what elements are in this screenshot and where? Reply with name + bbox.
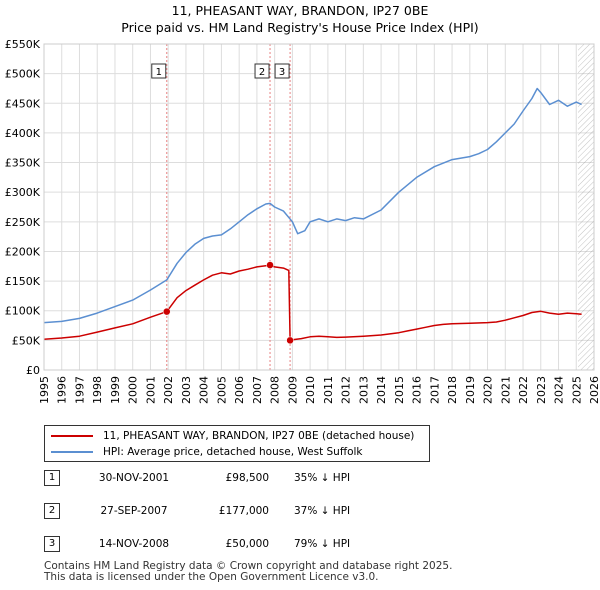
y-tick-label: £350K bbox=[5, 157, 41, 170]
sale-marker-badges: 1 2 3 bbox=[151, 63, 290, 79]
sale-points bbox=[163, 261, 294, 345]
sale-marker-number: 2 bbox=[259, 67, 265, 78]
x-tick-label: 2003 bbox=[180, 376, 193, 404]
x-tick-label: 2018 bbox=[446, 376, 459, 404]
sale-marker-lines bbox=[166, 44, 291, 370]
x-tick-label: 2014 bbox=[375, 376, 388, 404]
sale-point bbox=[163, 307, 171, 316]
sale-date: 14-NOV-2008 bbox=[98, 538, 170, 550]
grid-layer bbox=[43, 43, 595, 371]
sale-row: 2 27-SEP-2007 £177,000 37% ↓ HPI bbox=[44, 503, 464, 521]
projection-hatch-area bbox=[578, 44, 594, 370]
sale-price: £98,500 bbox=[225, 472, 269, 484]
x-tick-label: 1999 bbox=[109, 376, 122, 404]
sale-hpi-diff: 37% ↓ HPI bbox=[294, 505, 351, 517]
legend-item-hpi: HPI: Average price, detached house, West… bbox=[51, 444, 363, 460]
sale-marker-number: 1 bbox=[156, 67, 162, 78]
sale-point bbox=[286, 336, 294, 345]
y-tick-label: £500K bbox=[5, 68, 41, 81]
series-layer bbox=[43, 87, 582, 342]
footer: Contains HM Land Registry data © Crown c… bbox=[44, 561, 452, 583]
legend-swatch-hpi bbox=[51, 451, 93, 453]
footer-line-1: Contains HM Land Registry data © Crown c… bbox=[44, 560, 453, 572]
x-tick-label: 2023 bbox=[535, 376, 548, 404]
sale-marker-number: 3 bbox=[279, 67, 285, 78]
sale-date: 27-SEP-2007 bbox=[100, 505, 168, 517]
y-tick-label: £200K bbox=[5, 245, 41, 258]
y-tick-label: £450K bbox=[5, 97, 41, 110]
legend-item-property: 11, PHEASANT WAY, BRANDON, IP27 0BE (det… bbox=[51, 428, 414, 444]
x-tick-label: 2021 bbox=[499, 376, 512, 404]
x-tick-label: 2012 bbox=[340, 376, 353, 404]
x-tick-label: 2005 bbox=[215, 376, 228, 404]
x-tick-label: 2006 bbox=[233, 376, 246, 404]
chart-title: 11, PHEASANT WAY, BRANDON, IP27 0BE Pric… bbox=[0, 2, 600, 36]
x-tick-label: 1998 bbox=[91, 376, 104, 404]
sale-marker-box bbox=[254, 63, 270, 79]
y-tick-label: £150K bbox=[5, 275, 41, 288]
axis-layer: £0 £50K £100K £150K £200K £250K £300K £350K £400… bbox=[5, 38, 600, 404]
y-tick-label: £300K bbox=[5, 186, 41, 199]
x-tick-label: 2010 bbox=[304, 376, 317, 404]
sale-marker-badge: 3 bbox=[274, 63, 290, 79]
sale-price: £177,000 bbox=[218, 505, 269, 517]
y-tick-label: £250K bbox=[5, 216, 41, 229]
x-tick-label: 2016 bbox=[411, 376, 424, 404]
y-tick-label: £400K bbox=[5, 127, 41, 140]
sale-hpi-diff: 35% ↓ HPI bbox=[294, 472, 351, 484]
x-tick-label: 1997 bbox=[73, 376, 86, 404]
x-tick-label: 2026 bbox=[588, 376, 600, 404]
sale-point bbox=[266, 261, 274, 269]
y-tick-label: £100K bbox=[5, 305, 41, 318]
property-price-line bbox=[43, 264, 582, 342]
title-line-1: 11, PHEASANT WAY, BRANDON, IP27 0BE bbox=[171, 3, 429, 18]
sale-marker-box bbox=[151, 63, 167, 79]
legend: 11, PHEASANT WAY, BRANDON, IP27 0BE (det… bbox=[44, 425, 430, 462]
x-tick-label: 2002 bbox=[162, 376, 175, 404]
x-tick-label: 2015 bbox=[393, 376, 406, 404]
sale-marker-badge: 1 bbox=[151, 63, 167, 79]
x-tick-label: 2017 bbox=[428, 376, 441, 404]
legend-label-property: 11, PHEASANT WAY, BRANDON, IP27 0BE (det… bbox=[103, 430, 415, 442]
sale-marker-box bbox=[274, 63, 290, 79]
x-tick-label: 2024 bbox=[553, 376, 566, 404]
projection-hatch bbox=[578, 44, 594, 370]
x-tick-label: 2001 bbox=[144, 376, 157, 404]
x-tick-label: 2000 bbox=[127, 376, 140, 404]
price-chart: 1 2 3 £0 £50K £100K £150K £200K £250K £300K £350K… bbox=[5, 38, 600, 404]
x-tick-label: 2025 bbox=[570, 376, 583, 404]
sale-date: 30-NOV-2001 bbox=[98, 472, 170, 484]
x-tick-label: 2022 bbox=[517, 376, 530, 404]
x-tick-label: 2009 bbox=[286, 376, 299, 404]
x-tick-label: 2011 bbox=[322, 376, 335, 404]
plot-frame bbox=[43, 43, 595, 371]
x-tick-label: 2019 bbox=[464, 376, 477, 404]
footer-line-2: This data is licensed under the Open Gov… bbox=[44, 571, 379, 583]
sale-number-badge: 3 bbox=[44, 536, 60, 552]
hpi-line bbox=[43, 87, 582, 324]
sale-price: £50,000 bbox=[225, 538, 269, 550]
x-tick-label: 2007 bbox=[251, 376, 264, 404]
title-line-2: Price paid vs. HM Land Registry's House … bbox=[121, 20, 479, 35]
x-tick-label: 1996 bbox=[56, 376, 69, 404]
x-tick-label: 2020 bbox=[482, 376, 495, 404]
x-tick-label: 2013 bbox=[357, 376, 370, 404]
sale-row: 1 30-NOV-2001 £98,500 35% ↓ HPI bbox=[44, 470, 464, 488]
y-tick-label: £50K bbox=[12, 334, 41, 347]
legend-swatch-property bbox=[51, 435, 93, 437]
sale-number-badge: 2 bbox=[44, 503, 60, 519]
y-tick-label: £550K bbox=[5, 38, 41, 51]
x-tick-label: 1995 bbox=[38, 376, 51, 404]
sale-number-badge: 1 bbox=[44, 470, 60, 486]
x-tick-label: 2004 bbox=[198, 376, 211, 404]
sale-row: 3 14-NOV-2008 £50,000 79% ↓ HPI bbox=[44, 536, 464, 554]
sale-marker-badge: 2 bbox=[254, 63, 270, 79]
sale-hpi-diff: 79% ↓ HPI bbox=[294, 538, 351, 550]
x-tick-label: 2008 bbox=[269, 376, 282, 404]
legend-label-hpi: HPI: Average price, detached house, West… bbox=[103, 446, 363, 458]
y-tick-label: £0 bbox=[26, 364, 40, 377]
